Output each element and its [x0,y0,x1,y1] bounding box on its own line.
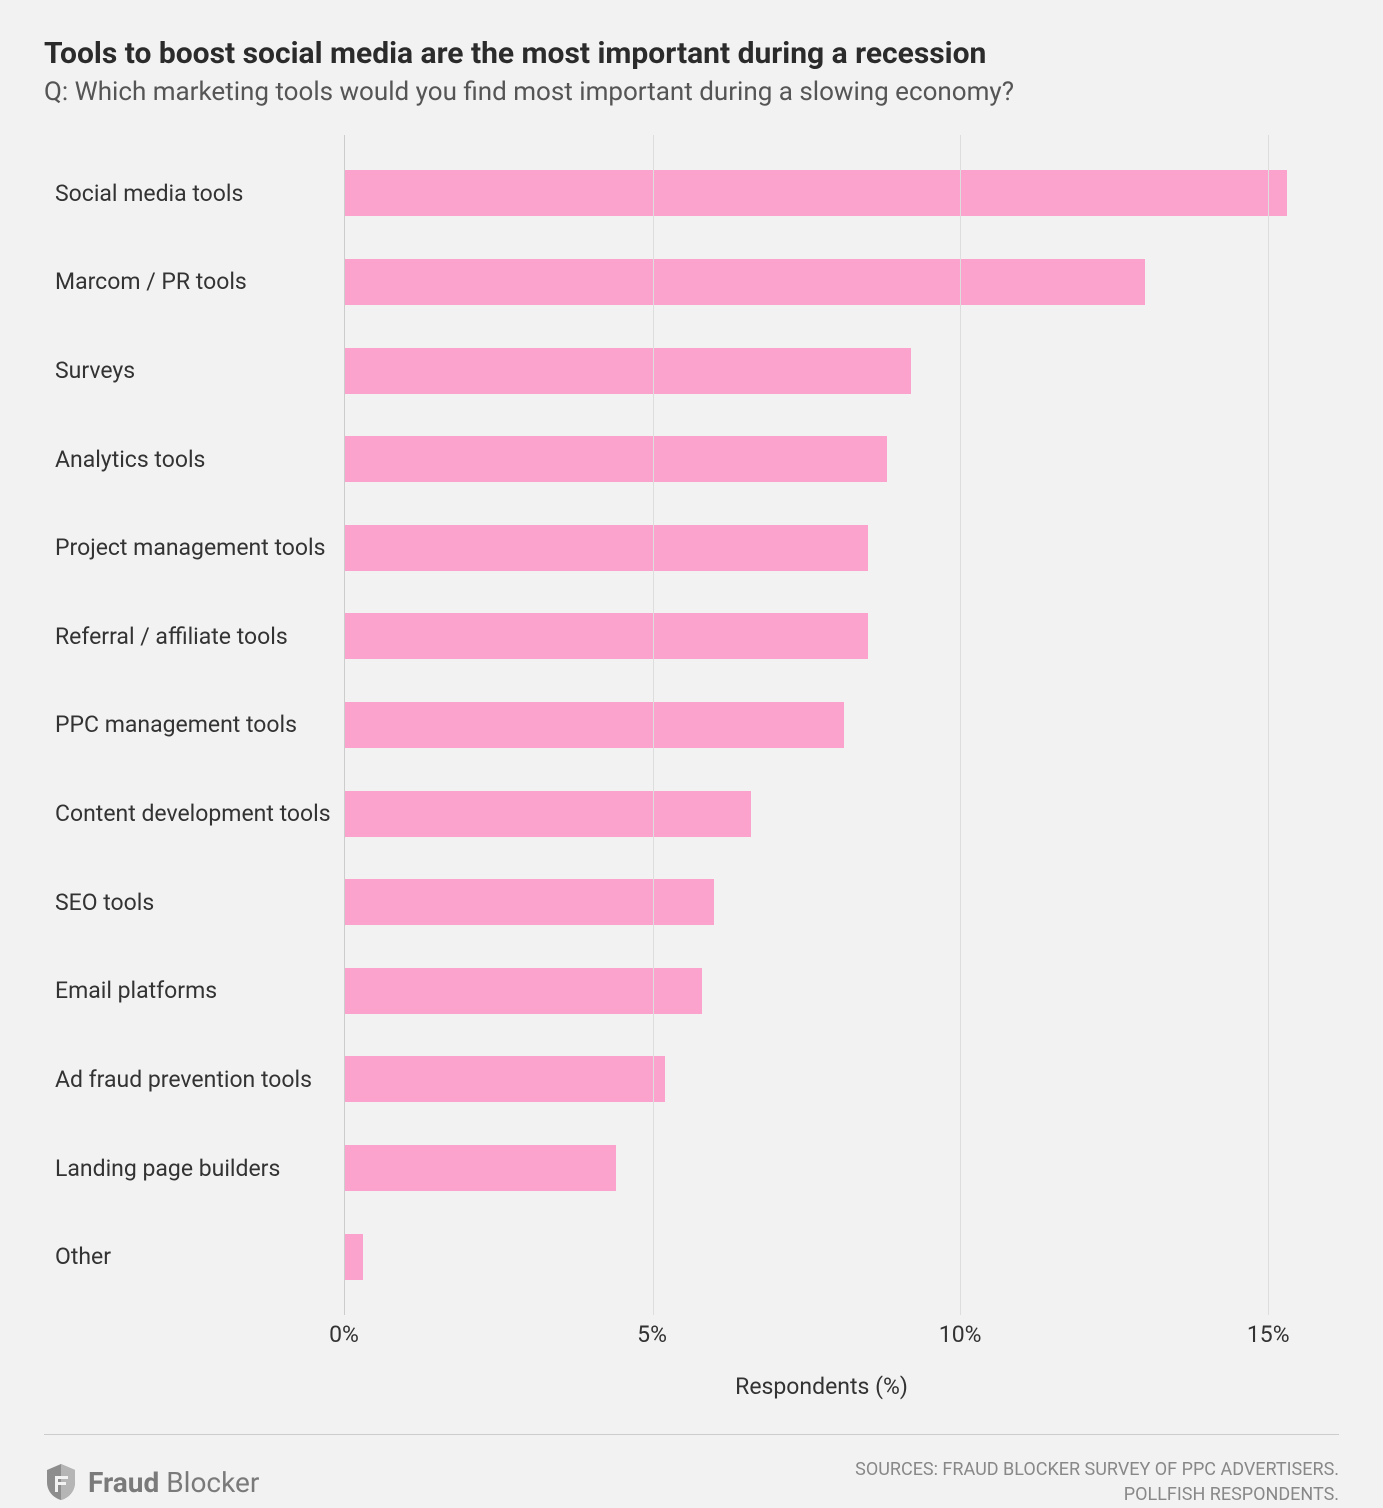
x-tick-label: 10% [939,1321,982,1348]
bar [345,879,714,925]
footer: Fraud Blocker SOURCES: FRAUD BLOCKER SUR… [44,1457,1339,1507]
bar-row: Referral / affiliate tools [345,592,1299,681]
bar [345,259,1145,305]
bar [345,1145,616,1191]
source-attribution: SOURCES: FRAUD BLOCKER SURVEY OF PPC ADV… [855,1457,1339,1507]
x-tick-label: 0% [329,1321,359,1348]
category-label: PPC management tools [55,711,345,738]
brand-logo: Fraud Blocker [44,1462,259,1502]
category-label: Marcom / PR tools [55,268,345,295]
bar [345,613,868,659]
bar-row: SEO tools [345,858,1299,947]
bar-row: Ad fraud prevention tools [345,1035,1299,1124]
source-line-1: SOURCES: FRAUD BLOCKER SURVEY OF PPC ADV… [855,1457,1339,1482]
x-tick-label: 15% [1247,1321,1290,1348]
shield-icon [44,1462,78,1502]
plot-area: Social media toolsMarcom / PR toolsSurve… [344,135,1299,1315]
bar [345,968,702,1014]
gridline [653,135,654,1315]
brand-text: Fraud Blocker [88,1466,259,1499]
bar-row: Analytics tools [345,415,1299,504]
category-label: Project management tools [55,534,345,561]
x-axis-title: Respondents (%) [344,1373,1299,1400]
footer-divider [44,1434,1339,1435]
bar-row: Social media tools [345,149,1299,238]
x-axis: 0%5%10%15% [344,1321,1299,1367]
category-label: Content development tools [55,800,345,827]
gridline [1268,135,1269,1315]
bar [345,348,911,394]
source-line-2: POLLFISH RESPONDENTS. [855,1482,1339,1507]
bar-row: Content development tools [345,769,1299,858]
bar-row: Surveys [345,326,1299,415]
bar [345,791,751,837]
category-label: Other [55,1243,345,1270]
x-tick-label: 5% [637,1321,667,1348]
category-label: Surveys [55,357,345,384]
bar-row: Landing page builders [345,1124,1299,1213]
bar [345,1056,665,1102]
chart-subtitle: Q: Which marketing tools would you find … [44,77,1339,107]
chart-title: Tools to boost social media are the most… [44,36,1339,71]
category-label: Landing page builders [55,1155,345,1182]
category-label: Social media tools [55,180,345,207]
category-label: Referral / affiliate tools [55,623,345,650]
bar-row: Project management tools [345,503,1299,592]
bar-row: Marcom / PR tools [345,238,1299,327]
bar [345,1234,363,1280]
chart-card: Tools to boost social media are the most… [44,36,1339,1507]
brand-rest: Blocker [159,1466,259,1499]
bar-rows: Social media toolsMarcom / PR toolsSurve… [345,135,1299,1315]
bar [345,170,1287,216]
bar-row: Other [345,1212,1299,1301]
category-label: Analytics tools [55,446,345,473]
category-label: Ad fraud prevention tools [55,1066,345,1093]
bar-row: Email platforms [345,946,1299,1035]
brand-bold: Fraud [88,1466,159,1499]
bar-row: PPC management tools [345,681,1299,770]
bar [345,436,887,482]
bar [345,525,868,571]
gridline [960,135,961,1315]
bar [345,702,844,748]
category-label: Email platforms [55,977,345,1004]
category-label: SEO tools [55,889,345,916]
